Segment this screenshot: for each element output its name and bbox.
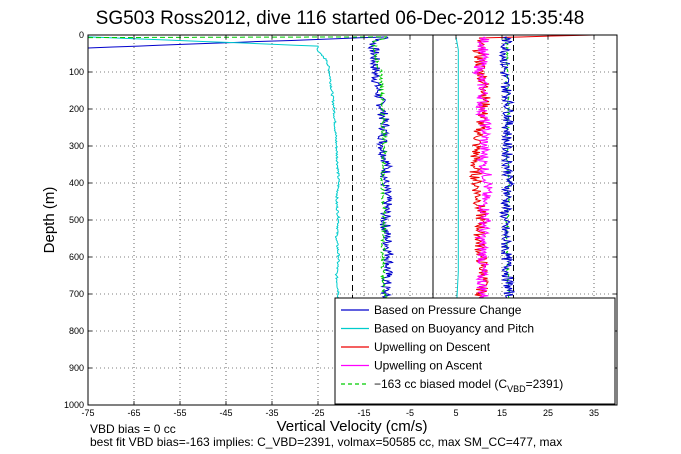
series-line-2 [468, 34, 595, 299]
x-tick-label: -65 [127, 408, 140, 418]
y-tick-label: 0 [79, 30, 84, 40]
y-axis-label: Depth (m) [41, 187, 58, 254]
legend-label: Based on Buoyancy and Pitch [374, 322, 534, 336]
chart-title: SG503 Ross2012, dive 116 started 06-Dec-… [96, 8, 585, 29]
x-tick-label: 25 [543, 408, 553, 418]
plot-frame [87, 34, 618, 406]
legend-label: Upwelling on Ascent [374, 359, 483, 373]
legend: Based on Pressure Change Based on Buoyanc… [334, 297, 616, 405]
x-tick-label: -25 [311, 408, 324, 418]
plot-area [87, 34, 595, 400]
axis-ticks: -75 -65 -55 -45 -35 -25 -15 -5 5 15 25 350100200300… [64, 30, 618, 418]
y-tick-label: 800 [69, 326, 84, 336]
x-tick-label: -75 [81, 408, 94, 418]
legend-label: Upwelling on Descent [374, 340, 491, 354]
series-line-6 [455, 36, 459, 317]
y-tick-label: 500 [69, 215, 84, 225]
y-tick-label: 200 [69, 104, 84, 114]
y-tick-label: 600 [69, 252, 84, 262]
bias-note: VBD bias = 0 cc [90, 422, 176, 436]
x-tick-label: 35 [589, 408, 599, 418]
x-tick-label: -55 [173, 408, 186, 418]
y-tick-label: 400 [69, 178, 84, 188]
series-line-1 [87, 36, 341, 317]
fit-note: best fit VBD bias=-163 implies: C_VBD=23… [90, 435, 562, 449]
series-line-3 [471, 36, 493, 299]
x-tick-label: -35 [265, 408, 278, 418]
y-tick-label: 700 [69, 289, 84, 299]
y-tick-label: 100 [69, 67, 84, 77]
series-line-0 [87, 36, 394, 299]
y-tick-label: 300 [69, 141, 84, 151]
x-axis-label: Vertical Velocity (cm/s) [277, 418, 428, 435]
series-line-7 [498, 36, 516, 298]
x-tick-label: 5 [453, 408, 458, 418]
x-tick-label: -45 [219, 408, 232, 418]
series-line-4 [87, 36, 389, 299]
x-tick-label: 15 [497, 408, 507, 418]
y-tick-label: 1000 [64, 400, 84, 410]
x-tick-label: -5 [406, 408, 414, 418]
x-tick-label: -15 [357, 408, 370, 418]
y-tick-label: 900 [69, 363, 84, 373]
legend-box [334, 297, 616, 405]
legend-label: Based on Pressure Change [374, 303, 522, 317]
